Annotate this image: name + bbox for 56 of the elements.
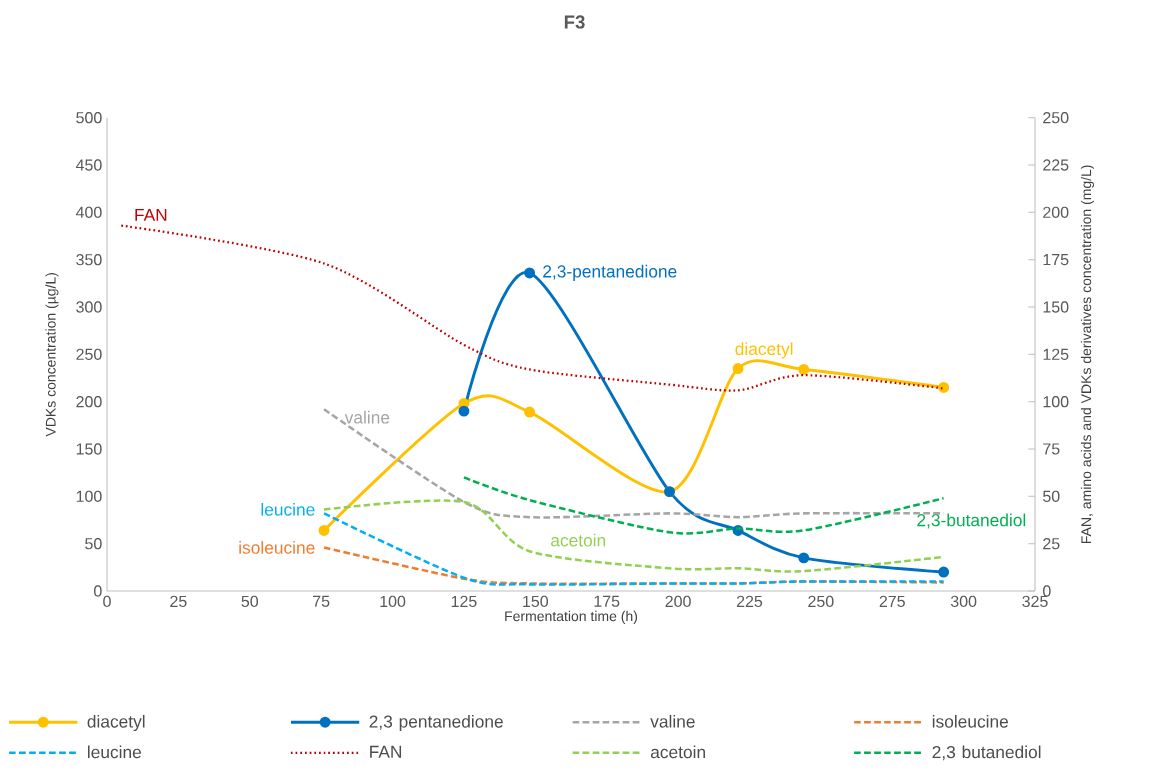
annotation: valine	[344, 410, 390, 424]
annotation: 2,3-pentanedione	[543, 264, 677, 281]
x-tick-label: 75	[313, 595, 330, 607]
legend-label: 2,3 butanediol	[932, 745, 1041, 761]
y2-tick-label: 75	[1043, 443, 1060, 455]
x-tick-label: 125	[451, 595, 477, 608]
y2-tick-label: 175	[1043, 254, 1069, 266]
y-tick-label: 350	[76, 254, 102, 266]
legend-label: 2,3 pentanedione	[369, 714, 503, 732]
x-tick-label: 175	[594, 595, 620, 607]
y-axis-title: VDKs concentration (µg/L)	[45, 273, 59, 437]
legend-label: leucine	[88, 745, 141, 759]
y2-tick-label: 100	[1043, 396, 1069, 408]
y-tick-label: 150	[76, 443, 102, 455]
y-tick-label: 100	[76, 490, 102, 502]
y2-tick-label: 250	[1043, 112, 1069, 124]
annotation: FAN	[135, 208, 167, 221]
legend-label: diacetyl	[87, 714, 145, 732]
y2-tick-label: 125	[1043, 348, 1069, 360]
y-tick-label: 500	[76, 112, 102, 124]
legend-label: isoleucine	[932, 714, 1008, 728]
annotation: isoleucine	[239, 541, 315, 554]
y2-tick-label: 200	[1043, 206, 1069, 218]
y-tick-label: 200	[76, 396, 102, 408]
annotation: leucine	[261, 503, 315, 516]
y-tick-label: 450	[75, 159, 102, 171]
legend-label: acetoin	[650, 745, 705, 759]
y2-axis-title: FAN, amino acids and VDKs derivatives concentration (mg/L)	[1080, 165, 1094, 544]
x-tick-label: 200	[665, 595, 691, 608]
x-tick-label: 50	[241, 595, 259, 608]
legend-label: valine	[650, 714, 695, 728]
x-tick-label: 300	[950, 595, 977, 608]
y2-tick-label: 225	[1043, 159, 1069, 171]
x-tick-label: 25	[170, 595, 187, 608]
y2-tick-label: 0	[1043, 585, 1051, 597]
annotation: acetoin	[551, 533, 606, 547]
x-tick-label: 100	[380, 595, 406, 608]
x-tick-label: 150	[523, 595, 549, 608]
x-tick-label: 225	[736, 595, 763, 608]
y2-tick-label: 25	[1043, 538, 1060, 550]
x-tick-label: 250	[808, 595, 834, 608]
x-tick-label: 325	[1022, 595, 1048, 608]
y-tick-label: 400	[75, 206, 102, 218]
chart-title: F3	[564, 15, 585, 29]
legend-label: FAN	[370, 745, 402, 758]
y-tick-label: 250	[76, 348, 102, 360]
annotation: diacetyl	[735, 342, 793, 359]
y-tick-label: 0	[94, 585, 102, 597]
y-tick-label: 300	[76, 301, 102, 313]
annotation: 2,3-butanediol	[917, 513, 1026, 529]
x-axis-title: Fermentation time (h)	[505, 610, 638, 624]
y2-tick-label: 150	[1043, 301, 1069, 313]
x-tick-label: 0	[103, 595, 111, 608]
x-tick-label: 275	[879, 595, 905, 608]
y2-tick-label: 50	[1043, 490, 1060, 502]
y-tick-label: 50	[85, 538, 102, 550]
